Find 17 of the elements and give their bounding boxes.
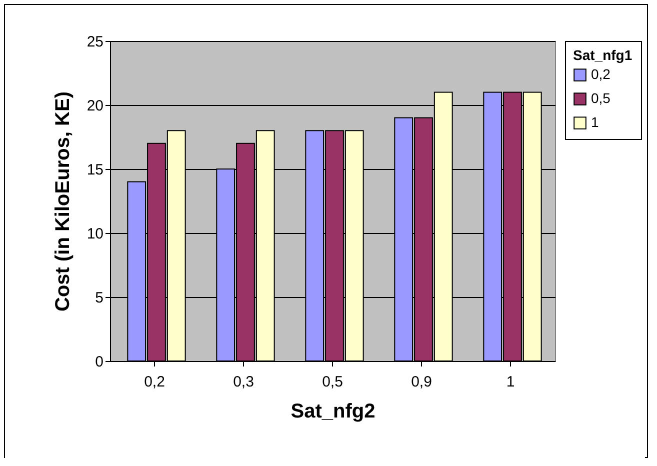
x-axis-title: Sat_nfg2: [290, 400, 376, 422]
y-tick-label: 15: [86, 162, 104, 178]
legend-label: 0,5: [591, 90, 611, 106]
y-tick-label: 0: [95, 354, 104, 370]
y-tick-label: 5: [95, 290, 104, 306]
legend-title: Sat_nfg1: [573, 47, 632, 63]
legend-label: 0,2: [591, 66, 611, 82]
x-tick-label: 0,5: [322, 374, 343, 390]
x-tick-label: 0,2: [144, 374, 165, 390]
y-axis-title: Cost (in KiloEuros, KE): [52, 92, 74, 312]
legend-label: 1: [591, 114, 599, 130]
y-tick-label: 25: [86, 34, 104, 50]
y-tick-label: 20: [86, 98, 104, 114]
x-tick-label: 1: [506, 374, 515, 390]
x-tick-label: 0,9: [411, 374, 432, 390]
x-tick-label: 0,3: [233, 374, 254, 390]
y-tick-label: 10: [86, 226, 104, 242]
